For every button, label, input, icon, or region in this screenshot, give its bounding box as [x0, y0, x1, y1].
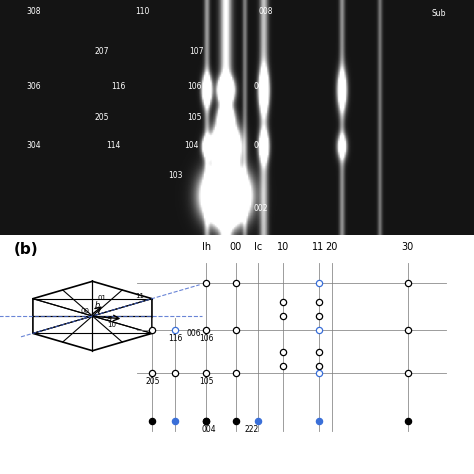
Text: Ic: Ic	[254, 242, 262, 252]
Text: 110: 110	[135, 7, 149, 16]
Text: 10: 10	[277, 242, 289, 252]
Text: 004: 004	[201, 425, 216, 434]
Text: 11: 11	[312, 242, 325, 252]
Text: 004: 004	[254, 141, 268, 150]
Text: 106: 106	[199, 334, 213, 343]
Text: 20: 20	[326, 242, 338, 252]
Text: 205: 205	[146, 377, 160, 386]
Text: b: b	[94, 301, 100, 310]
Text: 006: 006	[187, 329, 201, 338]
Text: 008: 008	[258, 7, 273, 16]
Text: 114: 114	[107, 141, 121, 150]
Text: 104: 104	[184, 141, 199, 150]
Text: 308: 308	[26, 7, 41, 16]
Text: 207: 207	[95, 47, 109, 56]
Text: 105: 105	[199, 377, 213, 386]
Text: 222: 222	[244, 425, 258, 434]
Text: 01: 01	[98, 295, 106, 301]
Text: 105: 105	[187, 113, 202, 122]
Text: 306: 306	[26, 82, 41, 91]
Text: (b): (b)	[14, 242, 39, 257]
Text: 11: 11	[136, 293, 144, 299]
Text: 30: 30	[401, 242, 414, 252]
Text: 00: 00	[81, 308, 90, 314]
Text: 10: 10	[107, 322, 116, 328]
Text: 103: 103	[168, 171, 183, 180]
Text: 205: 205	[95, 113, 109, 122]
Text: 006: 006	[254, 82, 268, 91]
Text: Sub: Sub	[431, 9, 446, 18]
Text: 116: 116	[168, 334, 182, 343]
Text: 00: 00	[229, 242, 242, 252]
Text: 116: 116	[111, 82, 126, 91]
Text: 107: 107	[190, 47, 204, 56]
Text: 106: 106	[187, 82, 202, 91]
Text: a: a	[107, 314, 112, 323]
Text: 304: 304	[26, 141, 41, 150]
Text: Ih: Ih	[201, 242, 211, 252]
Text: 002: 002	[254, 204, 268, 213]
